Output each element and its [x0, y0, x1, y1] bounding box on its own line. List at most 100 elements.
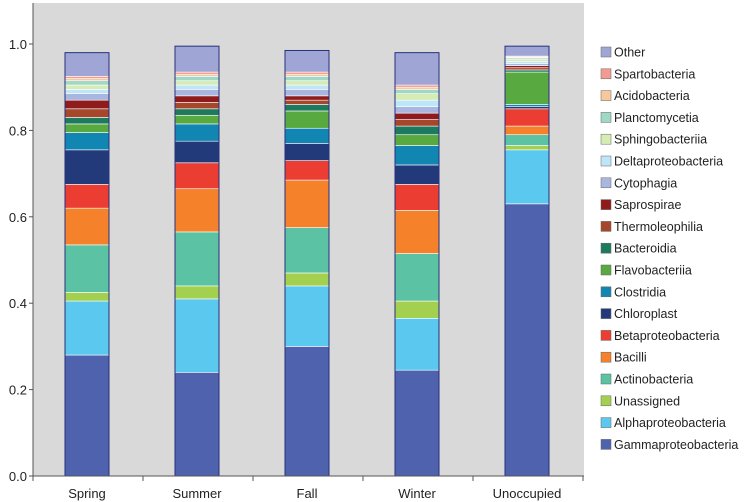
- bar-segment: [174, 95, 220, 103]
- legend-swatch: [600, 439, 612, 450]
- bar-segment: [504, 45, 550, 57]
- legend-label: Unassigned: [614, 394, 680, 408]
- bar-segment: [394, 164, 440, 185]
- bar-segment: [394, 86, 440, 90]
- bar-segment: [504, 65, 550, 69]
- bar-segment: [284, 227, 330, 274]
- bar-segment: [284, 73, 330, 77]
- legend-label: Clostridia: [614, 285, 666, 299]
- legend-label: Sphingobacteriia: [614, 133, 707, 147]
- bar-segment: [174, 108, 220, 116]
- bar-segment: [504, 71, 550, 105]
- bar-segment: [64, 300, 110, 356]
- bar-segment: [174, 71, 220, 75]
- bar-segment: [174, 84, 220, 90]
- bar-segment: [64, 207, 110, 246]
- bar-segment: [174, 140, 220, 164]
- bar-segment: [284, 76, 330, 82]
- bar-segment: [394, 134, 440, 146]
- bar-segment: [284, 99, 330, 105]
- legend-swatch: [600, 46, 612, 58]
- bar-segment: [174, 123, 220, 142]
- bar-segment: [284, 179, 330, 228]
- legend-swatch: [600, 351, 612, 363]
- bar-segment: [284, 272, 330, 287]
- y-tick-label: 1.0: [9, 37, 27, 52]
- legend-label: Cytophagia: [614, 176, 677, 190]
- legend-label: Bacilli: [614, 351, 647, 365]
- bar-segment: [394, 184, 440, 211]
- bar-segment: [504, 63, 550, 66]
- bar-segment: [64, 292, 110, 302]
- legend-swatch: [600, 199, 612, 210]
- bar-segment: [64, 354, 110, 477]
- legend-label: Acidobacteria: [614, 89, 690, 103]
- legend-swatch: [600, 112, 612, 123]
- bar-segment: [284, 110, 330, 129]
- bar-segment: [504, 149, 550, 205]
- x-tick-label: Summer: [172, 486, 222, 501]
- bar-segment: [64, 80, 110, 86]
- x-tick-label: Winter: [398, 486, 436, 501]
- bar-segment: [174, 102, 220, 110]
- bar-segment: [394, 119, 440, 127]
- bar-segment: [64, 84, 110, 90]
- legend-label: Deltaproteobacteria: [614, 155, 723, 169]
- legend-swatch: [600, 90, 612, 101]
- bar-segment: [284, 71, 330, 75]
- bar-segment: [394, 52, 440, 86]
- bar-segment: [504, 145, 550, 151]
- bar-segment: [504, 203, 550, 477]
- bar-segment: [64, 132, 110, 151]
- bar-segment: [174, 188, 220, 233]
- bar-segment: [504, 104, 550, 107]
- bar-segment: [174, 45, 220, 73]
- x-tick-label: Fall: [297, 486, 318, 501]
- bar-segment: [64, 123, 110, 133]
- x-tick-label: Unoccupied: [493, 486, 562, 501]
- legend-label: Actinobacteria: [614, 373, 693, 387]
- bar-segment: [64, 244, 110, 293]
- bar-segment: [284, 89, 330, 97]
- bar-segment: [504, 69, 550, 73]
- bar-segment: [284, 80, 330, 86]
- bar-segment: [64, 117, 110, 125]
- bar-segment: [174, 162, 220, 190]
- bar-segment: [394, 318, 440, 371]
- bar-segment: [174, 76, 220, 82]
- bar-segment: [284, 104, 330, 112]
- y-tick-label: 0.6: [9, 210, 27, 225]
- y-tick-label: 0.8: [9, 123, 27, 138]
- bar-segment: [64, 52, 110, 77]
- bar-segment: [284, 160, 330, 181]
- legend-swatch: [600, 330, 612, 341]
- bar-segment: [504, 125, 550, 136]
- legend-swatch: [600, 286, 612, 298]
- bar-segment: [64, 184, 110, 209]
- bar-segment: [394, 99, 440, 107]
- bar-segment: [394, 106, 440, 114]
- bar-segment: [394, 89, 440, 94]
- bar-segment: [284, 127, 330, 144]
- y-tick-label: 0.4: [9, 296, 27, 311]
- bar-segment: [174, 372, 220, 477]
- bar-segment: [64, 76, 110, 79]
- bar-segment: [64, 78, 110, 82]
- legend-swatch: [600, 242, 612, 254]
- legend-label: Bacteroidia: [614, 242, 677, 256]
- y-tick-label: 0.2: [9, 383, 27, 398]
- bar-segment: [504, 108, 550, 127]
- legend-label: Other: [614, 46, 645, 60]
- bar-segment: [64, 149, 110, 185]
- bar-segment: [174, 285, 220, 300]
- bar-segment: [394, 210, 440, 254]
- bar-segment: [174, 80, 220, 86]
- bar-segment: [284, 50, 330, 73]
- bar-segment: [394, 93, 440, 101]
- bar-segment: [174, 73, 220, 77]
- bar-segment: [394, 253, 440, 302]
- bar-segment: [394, 369, 440, 477]
- bar-segment: [64, 89, 110, 94]
- legend-swatch: [600, 308, 612, 319]
